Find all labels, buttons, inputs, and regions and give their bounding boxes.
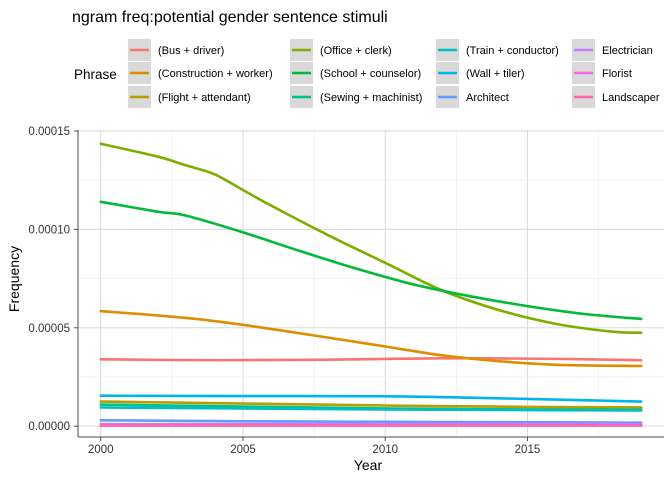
- series-line-flight-attendant: [99, 400, 643, 409]
- legend-item-wall-tiler: (Wall + tiler): [436, 62, 525, 84]
- legend-label: (Construction + worker): [158, 68, 273, 80]
- series-line-bus-driver: [99, 356, 643, 362]
- x-tick-label: 2015: [515, 444, 541, 456]
- series-line-office-clerk: [99, 142, 643, 335]
- x-tick-label: 2010: [372, 444, 398, 456]
- legend-label: Landscaper: [602, 92, 660, 104]
- y-tick-label: 0.00005: [28, 323, 70, 335]
- chart-title: ngram freq:potential gender sentence sti…: [72, 9, 388, 26]
- plot-area: 2000 2005 2010 2015 0.00000 0.00005 0.00010 0.0…: [28, 126, 664, 456]
- legend-item-landscaper: Landscaper: [572, 86, 660, 108]
- legend-label: (Office + clerk): [320, 45, 392, 57]
- legend-label: Electrician: [602, 45, 653, 57]
- series-line-train-conductor: [99, 406, 643, 412]
- legend-item-construction-worker: (Construction + worker): [128, 62, 273, 84]
- legend-item-electrician: Electrician: [572, 39, 653, 61]
- x-axis-label: Year: [354, 457, 383, 473]
- legend-label: (Sewing + machinist): [320, 92, 422, 104]
- legend-label: (Wall + tiler): [466, 68, 525, 80]
- series-line-construction-worker: [99, 309, 643, 368]
- legend-item-office-clerk: (Office + clerk): [290, 39, 392, 61]
- y-tick-label: 0.00015: [28, 126, 70, 138]
- x-tick-label: 2000: [88, 444, 114, 456]
- y-tick-label: 0.00000: [28, 421, 70, 433]
- y-axis-label: Frequency: [6, 246, 22, 312]
- series-line-wall-tiler: [99, 394, 643, 403]
- legend-item-flight-attendant: (Flight + attendant): [128, 86, 251, 108]
- series-line-school-counselor: [99, 200, 643, 321]
- legend-title: Phrase: [74, 67, 117, 82]
- legend-label: (Train + conductor): [466, 45, 559, 57]
- legend-item-train-conductor: (Train + conductor): [436, 39, 559, 61]
- legend-item-bus-driver: (Bus + driver): [128, 39, 224, 61]
- legend-item-school-counselor: (School + counselor): [290, 62, 421, 84]
- legend-item-florist: Florist: [572, 62, 632, 84]
- legend-label: Architect: [466, 92, 509, 104]
- legend-label: (Flight + attendant): [158, 92, 251, 104]
- legend-item-architect: Architect: [436, 86, 509, 108]
- series-line-architect: [99, 418, 643, 424]
- y-tick-label: 0.00010: [28, 224, 70, 236]
- legend-label: (School + counselor): [320, 68, 421, 80]
- legend-label: (Bus + driver): [158, 45, 224, 57]
- legend-item-sewing-machinist: (Sewing + machinist): [290, 86, 422, 108]
- x-tick-label: 2005: [230, 444, 256, 456]
- legend: Phrase (Bus + driver) (Construction + wor…: [74, 39, 660, 108]
- legend-label: Florist: [602, 68, 632, 80]
